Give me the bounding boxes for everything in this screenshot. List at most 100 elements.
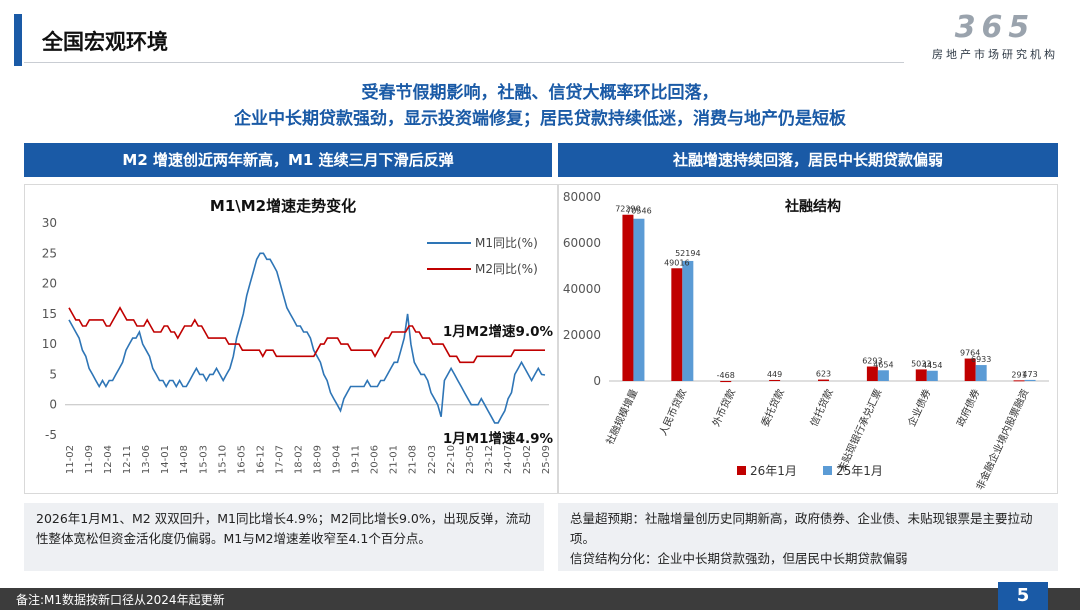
bar-value-label: 49016: [664, 258, 689, 267]
bar-2026-jan: [769, 379, 781, 381]
right-commentary-line-2: 信贷结构分化：企业中长期贷款强劲，但居民中长期贷款偏弱: [570, 551, 908, 566]
x-tick-label: 22-10: [446, 445, 457, 474]
x-tick-label: 21-08: [408, 445, 419, 474]
x-tick-label: 24-07: [503, 445, 514, 474]
bar-value-label: 4654: [873, 360, 893, 369]
bar-value-label: 4454: [922, 361, 942, 370]
legend-label: 26年1月: [750, 464, 797, 478]
y-tick-label: 5: [49, 367, 57, 381]
x-tick-label: 15-10: [217, 445, 228, 474]
y-tick-label: 0: [593, 374, 601, 388]
y-tick-label: 30: [42, 216, 57, 230]
y-tick-label: 25: [42, 246, 57, 260]
page-title: 全国宏观环境: [42, 30, 168, 54]
x-tick-label: 16-12: [255, 445, 266, 474]
m1-m2-chart-panel: M1\M2增速走势变化 -5 0 5 10 15 20 25 30 11-02 11-09 12-…: [24, 184, 558, 494]
x-tick-label: 18-02: [293, 445, 304, 474]
legend-label: 25年1月: [836, 464, 883, 478]
legend-swatch: [823, 466, 832, 475]
y-tick-label: -5: [45, 428, 57, 442]
legend-label: M2同比(%): [475, 262, 538, 276]
x-tick-label: 13-06: [141, 445, 152, 474]
footer-bar: [0, 588, 1080, 610]
x-tick-label: 25-02: [522, 445, 533, 474]
m2-series-line: [68, 306, 545, 364]
x-tick-label: 20-06: [370, 445, 381, 474]
y-tick-label: 20000: [563, 328, 601, 342]
bar-2025-jan: [975, 365, 987, 381]
x-tick-label: 21-01: [389, 445, 400, 474]
x-tick-label: 23-12: [484, 445, 495, 474]
bar-value-label: 9764: [960, 349, 980, 358]
category-label: 外币贷款: [709, 387, 738, 429]
y-tick-label: 10: [42, 337, 57, 351]
header-accent-bar: [14, 14, 22, 66]
legend-swatch: [737, 466, 746, 475]
y-tick-label: 15: [42, 307, 57, 321]
bar-value-label: 70546: [626, 207, 651, 216]
bar-2025-jan: [682, 260, 694, 381]
bar-value-label: 623: [816, 370, 831, 379]
y-tick-label: 0: [49, 398, 57, 412]
bar-value-label: -468: [717, 371, 735, 380]
x-tick-label: 19-04: [332, 445, 343, 474]
logo: 365 房地产市场研究机构: [920, 10, 1070, 66]
bar-value-label: 473: [1022, 370, 1037, 379]
bar-value-label: 52194: [675, 249, 700, 258]
bar-2026-jan: [964, 358, 976, 381]
subtitle-line-2: 企业中长期贷款强劲，显示投资端修复；居民贷款持续低迷，消费与地产仍是短板: [234, 109, 846, 129]
legend-label: M1同比(%): [475, 236, 538, 250]
bar-value-label: 5033: [911, 359, 931, 368]
m1-m2-line-chart: M1\M2增速走势变化 -5 0 5 10 15 20 25 30 11-02 11-09 12-…: [42, 197, 554, 474]
x-tick-label: 22-03: [427, 445, 438, 474]
category-label: 委托贷款: [758, 387, 787, 429]
y-tick-label: 40000: [563, 282, 601, 296]
bar-2026-jan: [915, 369, 927, 381]
bar-2025-jan: [633, 218, 645, 381]
bar-2026-jan: [720, 381, 732, 383]
y-tick-label: 60000: [563, 236, 601, 250]
x-tick-label: 25-09: [541, 445, 552, 474]
left-section-banner: M2 增速创近两年新高，M1 连续三月下滑后反弹: [24, 143, 552, 177]
x-tick-label: 12-04: [103, 445, 114, 474]
category-label: 人民币贷款: [656, 387, 689, 438]
right-section-banner: 社融增速持续回落，居民中长期贷款偏弱: [558, 143, 1058, 177]
bar-2026-jan: [818, 379, 829, 381]
m2-annotation: 1月M2增速9.0%: [443, 323, 554, 340]
bar-value-label: 449: [767, 370, 782, 379]
m1-annotation: 1月M1增速4.9%: [443, 430, 554, 447]
bar-2025-jan: [926, 370, 938, 381]
y-tick-label: 80000: [563, 190, 601, 204]
bar-value-label: 6293: [862, 357, 882, 366]
bar-2026-jan: [671, 268, 683, 381]
header-divider: [24, 62, 904, 63]
bar-value-label: 291: [1011, 370, 1026, 379]
y-tick-label: 20: [42, 277, 57, 291]
left-commentary: 2026年1月M1、M2 双双回升，M1同比增长4.9%；M2同比增长9.0%，…: [24, 503, 544, 571]
category-label: 政府债券: [954, 387, 983, 429]
page-number: 5: [998, 582, 1048, 610]
footer-note: 备注:M1数据按新口径从2024年起更新: [16, 593, 225, 607]
x-tick-label: 16-05: [236, 445, 247, 474]
x-tick-label: 14-08: [179, 445, 190, 474]
right-commentary-line-1: 总量超预期：社融增量创历史同期新高，政府债券、企业债、未贴现银票是主要拉动项。: [570, 511, 1033, 546]
right-commentary: 总量超预期：社融增量创历史同期新高，政府债券、企业债、未贴现银票是主要拉动项。 …: [558, 503, 1058, 571]
x-tick-label: 23-05: [465, 445, 476, 474]
x-tick-label: 11-02: [65, 445, 76, 474]
category-label: 非金融企业境内股票融资: [973, 387, 1031, 492]
bar-value-label: 72290: [615, 205, 640, 214]
social-financing-chart-panel: 社融结构 0 20000 40000 60000 80000 72290 70546 490…: [558, 184, 1058, 494]
bar-2026-jan: [622, 214, 634, 381]
bar-2026-jan: [866, 366, 878, 381]
x-tick-label: 11-09: [84, 445, 95, 474]
x-tick-label: 12-11: [122, 445, 133, 474]
x-tick-label: 14-01: [160, 445, 171, 474]
bar-2025-jan: [877, 370, 889, 381]
chart-title: 社融结构: [784, 198, 841, 215]
subtitle-line-1: 受春节假期影响，社融、信贷大概率环比回落，: [361, 83, 719, 103]
category-label: 社融规模增量: [603, 387, 640, 447]
bar-2025-jan: [1024, 379, 1036, 381]
category-label: 企业债券: [905, 387, 934, 429]
logo-text: 房地产市场研究机构: [932, 48, 1058, 61]
